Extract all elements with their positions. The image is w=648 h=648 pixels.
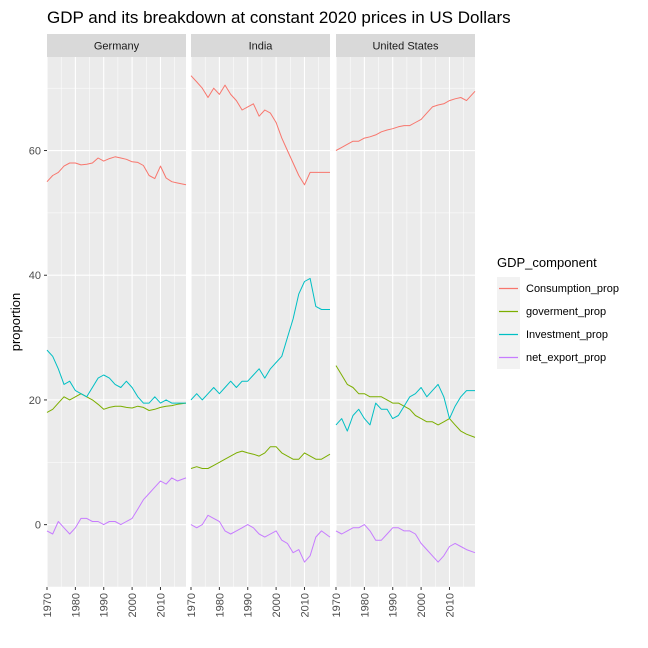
x-tick-label: 2000 — [127, 593, 139, 617]
x-tick-label: 1970 — [331, 593, 343, 617]
legend-label: goverment_prop — [526, 306, 606, 318]
y-tick-label: 20 — [29, 395, 41, 407]
legend-item-goverment-prop: goverment_prop — [497, 300, 606, 323]
series-line-net-export-prop — [190, 514, 331, 563]
series-line-investment-prop — [46, 349, 186, 404]
panel-background — [191, 57, 330, 587]
series-line-consumption-prop — [190, 75, 330, 186]
legend-label: net_export_prop — [526, 352, 606, 364]
facet-panel-germany: Germany 1970 1980 1990 2000 2010 — [42, 34, 187, 617]
series-line-investment-prop — [335, 383, 475, 432]
legend-item-consumption-prop: Consumption_prop — [497, 277, 619, 300]
x-tick-label: 1970 — [42, 593, 54, 617]
x-tick-label: 1990 — [243, 593, 255, 617]
y-axis-title: proportion — [8, 293, 23, 352]
legend-label: Investment_prop — [526, 329, 608, 341]
y-tick-label: 40 — [29, 270, 41, 282]
facet-strip-label: United States — [372, 41, 439, 53]
legend-keys: Consumption_prop goverment_prop Investment… — [497, 277, 619, 369]
panel-background — [336, 57, 475, 587]
y-tick-label: 60 — [29, 146, 41, 158]
y-axis-ticks: 0 20 40 60 — [29, 146, 47, 532]
x-tick-label: 1980 — [214, 593, 226, 617]
facet-panel-united-states: United States 1970 1980 1990 2000 2010 — [331, 34, 476, 617]
series-line-investment-prop — [190, 277, 330, 401]
x-tick-label: 1970 — [186, 593, 198, 617]
series-line-consumption-prop — [335, 90, 476, 151]
x-tick-label: 2000 — [271, 593, 283, 617]
facet-strip-label: Germany — [94, 41, 140, 53]
legend-title: GDP_component — [497, 255, 597, 270]
series-line-goverment-prop — [46, 393, 187, 413]
facet-panels: Germany 1970 1980 1990 2000 2010 India 1970 1980… — [42, 34, 476, 617]
x-tick-label: 1980 — [70, 593, 82, 617]
series-line-net-export-prop — [335, 524, 476, 563]
x-tick-label: 2010 — [299, 593, 311, 617]
y-tick-label: 0 — [35, 520, 41, 532]
legend-label: Consumption_prop — [526, 283, 619, 295]
legend-item-investment-prop: Investment_prop — [497, 323, 608, 346]
series-line-net-export-prop — [46, 477, 187, 535]
x-tick-label: 2010 — [444, 593, 456, 617]
series-line-consumption-prop — [46, 156, 187, 186]
chart-title: GDP and its breakdown at constant 2020 p… — [47, 8, 511, 27]
legend: GDP_component Consumption_prop goverment_… — [497, 255, 619, 369]
x-tick-label: 2010 — [155, 593, 167, 617]
x-tick-label: 1990 — [388, 593, 400, 617]
facet-strip — [336, 34, 475, 57]
facet-strip — [47, 34, 186, 57]
facet-strip — [191, 34, 330, 57]
panel-background — [47, 57, 186, 587]
series-line-goverment-prop — [190, 446, 331, 469]
facet-panel-india: India 1970 1980 1990 2000 2010 — [186, 34, 331, 617]
legend-item-net-export-prop: net_export_prop — [497, 346, 606, 369]
x-tick-label: 2000 — [416, 593, 428, 617]
x-tick-label: 1980 — [359, 593, 371, 617]
x-tick-label: 1990 — [99, 593, 111, 617]
facet-strip-label: India — [249, 41, 274, 53]
